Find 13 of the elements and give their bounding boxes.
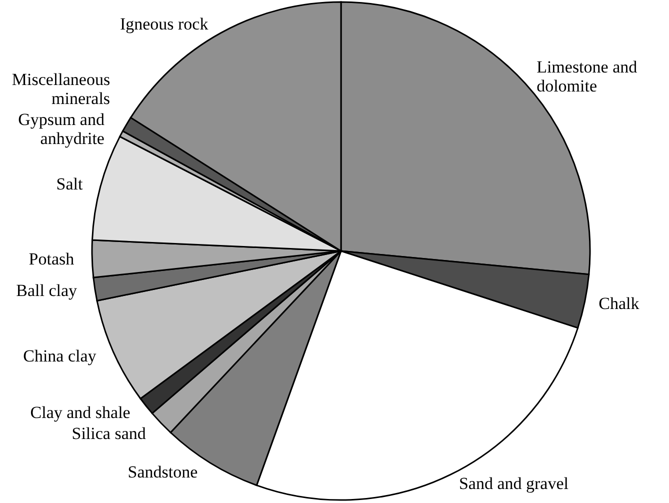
- slice-label: China clay: [23, 346, 97, 366]
- slice-label: Chalk: [598, 294, 640, 314]
- slice-label: Silica sand: [72, 424, 146, 443]
- slice-label: Igneous rock: [120, 14, 209, 34]
- slice-label: Gypsum and anhydrite: [18, 110, 105, 148]
- slice-label: Sand and gravel: [458, 474, 569, 494]
- slice-label: Potash: [28, 250, 75, 269]
- slice-label: Miscellaneous minerals: [12, 70, 110, 108]
- slice-label: Limestone and dolomite: [536, 58, 638, 96]
- slice-label: Ball clay: [16, 281, 78, 300]
- slice-label: Salt: [56, 174, 84, 194]
- slice-label: Clay and shale: [30, 402, 130, 422]
- slice-label: Sandstone: [128, 462, 198, 482]
